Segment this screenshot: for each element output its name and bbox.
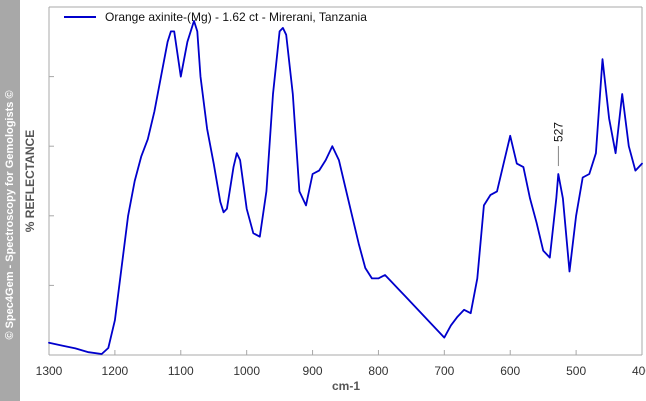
annotation-label: 527 [551,122,565,142]
spectrum-line [48,19,643,355]
x-tick-label: 500 [566,364,586,378]
x-tick-label: 700 [434,364,454,378]
x-tick-label: 1000 [233,364,260,378]
y-axis-title: % REFLECTANCE [23,130,37,232]
x-tick-label: 800 [368,364,388,378]
watermark-bar: © Spec4Gem - Spectroscopy for Gemologist… [0,0,20,401]
x-axis-title: cm-1 [332,379,360,393]
x-tick-label: 900 [303,364,323,378]
x-tick-label: 600 [500,364,520,378]
x-tick-label: 1100 [168,364,194,378]
x-tick-label: 400 [632,364,646,378]
x-tick-label: 1200 [102,364,129,378]
x-tick-label: 1300 [36,364,63,378]
legend: Orange axinite-(Mg) - 1.62 ct - Mirerani… [64,10,367,24]
legend-label: Orange axinite-(Mg) - 1.62 ct - Mirerani… [105,10,367,24]
